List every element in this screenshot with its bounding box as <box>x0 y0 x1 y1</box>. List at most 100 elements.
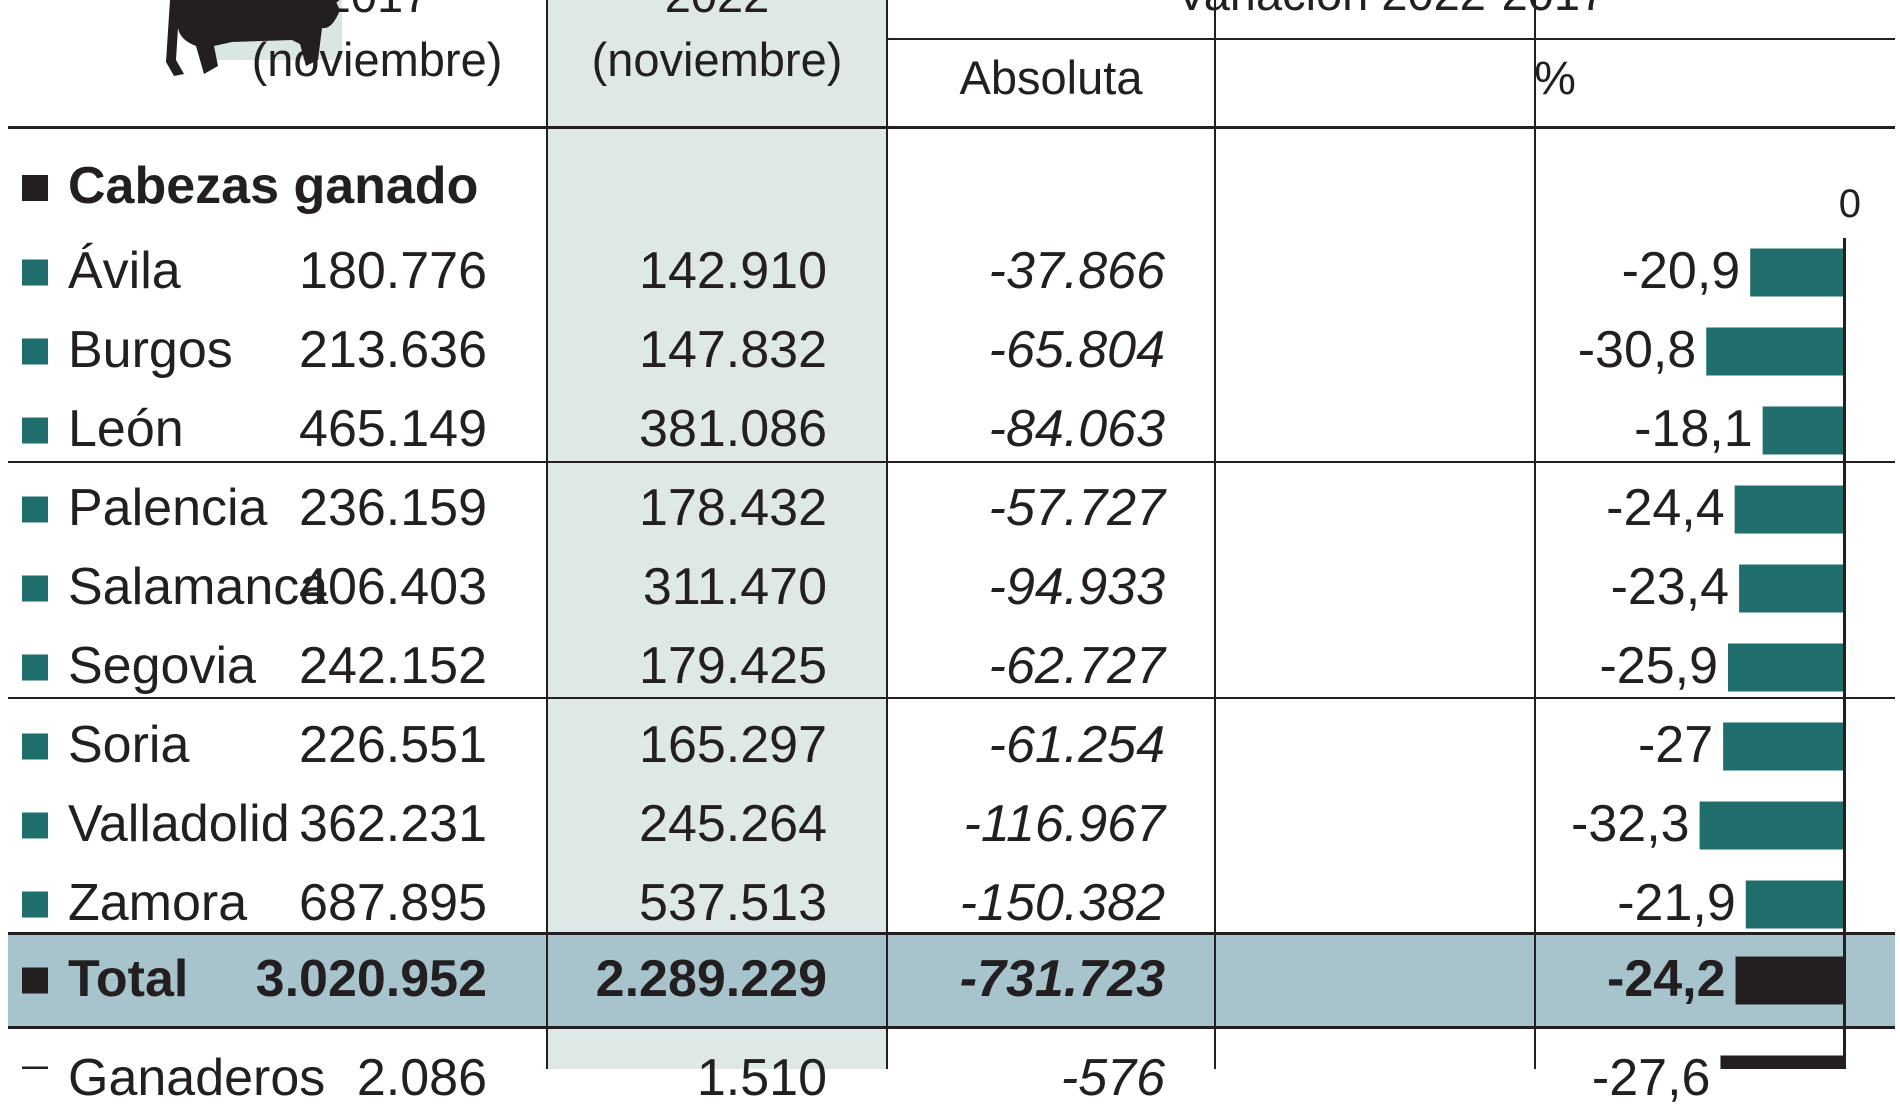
row-label: Segovia <box>68 636 256 695</box>
value-2022: 1.510 <box>696 1048 827 1107</box>
row-label: Palencia <box>68 478 268 537</box>
group-rule-1 <box>8 461 1895 463</box>
value-pct: -32,3 <box>1571 794 1690 853</box>
pct-bar <box>1745 880 1843 929</box>
livestock-table-infographic: 2017 (noviembre) 2022 (noviembre) Variación … <box>8 0 1895 1107</box>
pct-bar <box>1706 327 1843 376</box>
row-label: Valladolid <box>68 794 290 853</box>
row-label: Salamanca <box>68 557 329 616</box>
value-abs: -94.933 <box>988 557 1165 616</box>
value-2017: 465.149 <box>299 399 487 458</box>
value-2017: 362.231 <box>299 794 487 853</box>
value-2022: 178.432 <box>639 478 827 537</box>
value-2017: 213.636 <box>299 320 487 379</box>
value-2022: 2.289.229 <box>595 949 827 1008</box>
row-label: Total <box>68 949 189 1008</box>
value-2022: 165.297 <box>639 715 827 774</box>
value-2017: 687.895 <box>299 873 487 932</box>
total-top-rule <box>8 932 1895 935</box>
row-bullet <box>22 967 48 994</box>
table-text-layer: 2017 (noviembre) 2022 (noviembre) Variación … <box>68 0 1895 1107</box>
pct-bar <box>1735 956 1843 1005</box>
row-bullet <box>22 812 48 839</box>
row-label: León <box>68 399 184 458</box>
row-bullet <box>22 417 48 444</box>
table-chart <box>8 0 1895 1069</box>
row-label: Soria <box>68 715 190 774</box>
value-2022: 245.264 <box>639 794 827 853</box>
row-bullet <box>22 259 48 286</box>
row-label: Zamora <box>68 873 248 932</box>
value-pct: -21,9 <box>1617 873 1736 932</box>
pct-bar <box>1734 485 1843 534</box>
value-2022: 147.832 <box>639 320 827 379</box>
value-pct: -24,2 <box>1607 949 1726 1008</box>
total-bottom-rule <box>8 1026 1895 1029</box>
col-2022-band <box>547 0 887 1069</box>
row-bullet <box>22 496 48 523</box>
value-pct: -18,1 <box>1634 399 1753 458</box>
pct-bar <box>1699 801 1843 850</box>
value-pct: -20,9 <box>1621 241 1741 300</box>
pct-bar <box>1750 248 1843 297</box>
pct-bar <box>1739 564 1843 613</box>
row-bullet <box>22 733 48 760</box>
value-pct: -24,4 <box>1606 478 1725 537</box>
header-pct: % <box>1534 51 1576 104</box>
header-rule <box>8 126 1895 129</box>
value-abs: -576 <box>1060 1048 1165 1107</box>
value-2022: 179.425 <box>639 636 827 695</box>
value-abs: -116.967 <box>963 794 1165 853</box>
cow-icon <box>166 0 342 76</box>
col-rule-4 <box>1534 0 1536 1069</box>
header-2017-year: 2017 <box>207 0 547 22</box>
value-pct: -27 <box>1637 715 1714 774</box>
col-rule-2 <box>886 0 888 1069</box>
header-2017-sub: (noviembre) <box>251 33 503 86</box>
value-2017: 406.403 <box>299 557 487 616</box>
value-2017: 180.776 <box>299 241 487 300</box>
row-bullet <box>22 575 48 602</box>
row-label: Ávila <box>68 241 181 300</box>
value-2017: 2.086 <box>356 1048 487 1107</box>
row-label: Burgos <box>68 320 233 379</box>
group-rule-2 <box>8 697 1895 699</box>
value-abs: -37.866 <box>988 241 1165 300</box>
value-2022: 537.513 <box>639 873 827 932</box>
value-abs: -731.723 <box>959 949 1165 1008</box>
value-abs: -150.382 <box>959 873 1165 932</box>
value-2017: 226.551 <box>299 715 487 774</box>
value-pct: -27,6 <box>1591 1048 1711 1107</box>
row-bullet <box>22 891 48 918</box>
zero-tick-label: 0 <box>1838 182 1861 226</box>
header-variation: Variación 2022-2017 <box>887 0 1895 20</box>
row-bullet <box>22 654 48 681</box>
value-pct: -25,9 <box>1599 636 1718 695</box>
header-2022-year: 2022 <box>547 0 887 22</box>
header-absoluta: Absoluta <box>959 51 1143 104</box>
total-row-band <box>8 933 1895 1027</box>
value-abs: -84.063 <box>988 399 1165 458</box>
row-bullet <box>22 338 48 365</box>
row-bullet <box>22 1066 48 1069</box>
variation-subrule <box>887 38 1895 40</box>
value-abs: -61.254 <box>988 715 1165 774</box>
col-rule-1 <box>546 0 548 1069</box>
value-2022: 381.086 <box>639 399 827 458</box>
pct-bar <box>1728 643 1843 692</box>
value-abs: -57.727 <box>988 478 1165 537</box>
value-2017: 242.152 <box>299 636 487 695</box>
value-pct: -30,8 <box>1577 320 1697 379</box>
section-label: Cabezas ganado <box>68 157 479 215</box>
col-rule-3 <box>1214 0 1216 1069</box>
pct-zero-axis <box>1843 238 1846 1069</box>
pct-bar <box>1720 1055 1843 1069</box>
section-bullet <box>22 175 48 201</box>
value-abs: -65.804 <box>988 320 1165 379</box>
value-abs: -62.727 <box>988 636 1165 695</box>
value-2022: 311.470 <box>642 557 827 616</box>
value-2022: 142.910 <box>639 241 827 300</box>
pct-bar <box>1762 406 1843 455</box>
pct-bar <box>1723 722 1843 771</box>
value-2017: 236.159 <box>299 478 487 537</box>
